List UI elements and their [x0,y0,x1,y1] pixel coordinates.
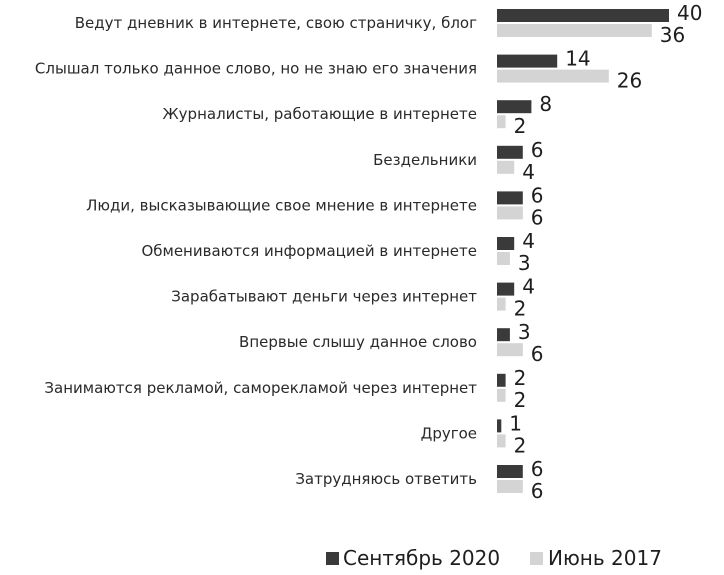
bar [497,206,523,220]
value-label: 2 [514,388,527,412]
bar [497,465,523,478]
value-label: 2 [514,366,527,390]
value-label: 6 [531,138,544,162]
bar [497,54,558,68]
bar [497,160,515,174]
value-label: 4 [522,160,535,184]
bar [497,115,506,129]
value-label: 4 [522,275,535,299]
value-label: 6 [531,205,544,229]
value-label: 4 [522,229,535,253]
value-label: 6 [531,183,544,207]
bar [497,343,523,357]
bars [497,9,669,493]
value-label: 2 [514,433,527,457]
value-label: 6 [531,342,544,366]
category-label: Впервые слышу данное слово [239,333,477,351]
legend-swatch-june-2017 [530,552,543,565]
legend-label-june-2017: Июнь 2017 [548,546,662,570]
value-label: 3 [518,320,531,344]
bar [497,9,669,22]
value-label: 6 [531,457,544,481]
bar [497,24,652,37]
bar [497,434,506,448]
category-label: Ведут дневник в интернете, свою страничк… [75,14,477,32]
bar [497,373,506,387]
bar [497,297,506,311]
value-label: 3 [518,251,531,275]
bar [497,282,515,296]
bar [497,480,523,493]
value-label: 26 [617,69,642,93]
bar [497,419,502,433]
value-label: 6 [531,479,544,503]
value-label: 40 [677,1,702,25]
category-label: Журналисты, работающие в интернете [163,105,477,123]
category-label: Люди, высказывающие свое мнение в интерн… [86,196,477,214]
bar [497,69,609,83]
bar [497,388,506,402]
value-label: 36 [660,23,685,47]
category-label: Бездельники [373,151,477,169]
bar [497,252,510,265]
category-label: Слышал только данное слово, но не знаю е… [35,60,477,78]
category-label: Зарабатывают деньги через интернет [171,288,477,306]
value-label: 1 [509,411,522,435]
value-label: 8 [539,92,552,116]
value-label: 14 [565,47,590,71]
category-label: Другое [421,424,477,442]
bar [497,328,510,342]
category-labels: Ведут дневник в интернете, свою страничк… [35,14,477,488]
bar [497,100,532,114]
value-label: 2 [514,297,527,321]
legend: Сентябрь 2020 Июнь 2017 [326,546,662,570]
value-label: 2 [514,114,527,138]
legend-label-september-2020: Сентябрь 2020 [343,546,500,570]
bar [497,237,515,250]
category-label: Затрудняюсь ответить [295,470,477,488]
category-label: Занимаются рекламой, саморекламой через … [44,379,477,397]
bar [497,145,523,159]
category-label: Обмениваются информацией в интернете [141,242,477,260]
legend-swatch-september-2020 [326,552,339,565]
bar [497,191,523,205]
